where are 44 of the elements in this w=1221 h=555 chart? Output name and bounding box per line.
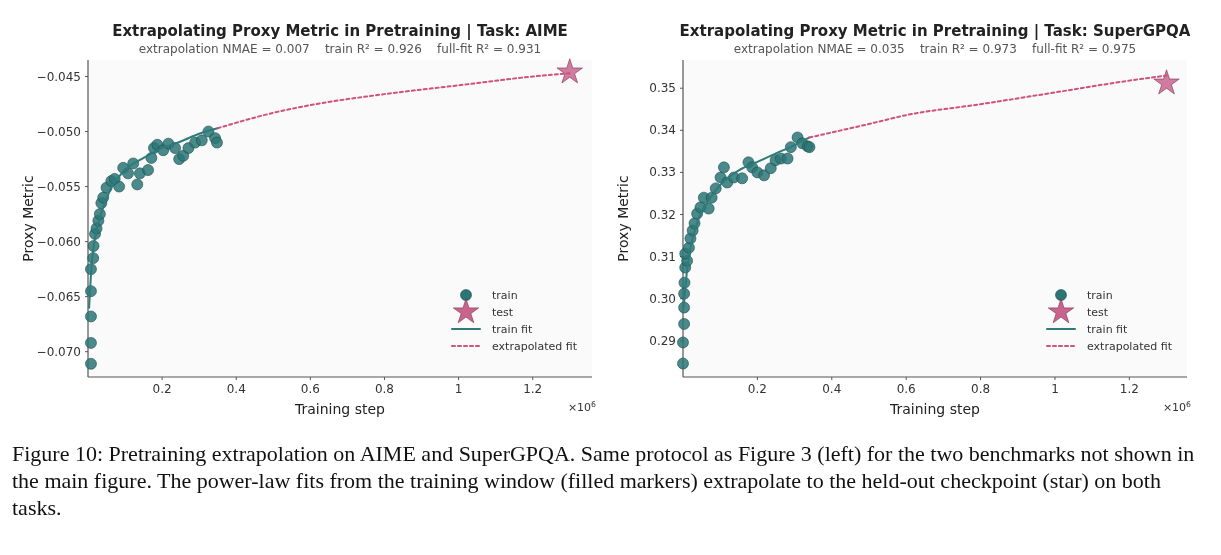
- y-axis-title: Proxy Metric: [615, 175, 631, 262]
- x-tick-label: 0.8: [971, 382, 991, 396]
- y-tick-label: 0.30: [649, 291, 676, 306]
- x-tick-label: 0.4: [226, 382, 246, 396]
- x-tick-label: 1: [1051, 382, 1059, 396]
- y-tick-label: −0.070: [36, 344, 81, 359]
- text: ×10$^{6}$: [1162, 399, 1192, 414]
- y-tick-label: 0.35: [649, 81, 676, 96]
- x-axis-title: Training step: [889, 401, 981, 417]
- legend-label: test: [492, 306, 514, 319]
- x-tick-label: 1: [454, 382, 463, 396]
- x-axis-title: Training step: [294, 401, 386, 417]
- legend-label: train fit: [492, 323, 534, 336]
- y-tick-label: 0.34: [649, 123, 676, 138]
- chart-subtitle: extrapolation NMAE = 0.007 train R² = 0.926 full-fit R² = 0.931: [138, 42, 542, 56]
- legend-label: test: [1087, 306, 1109, 319]
- x-tick-label: 0.6: [300, 382, 320, 396]
- y-tick-label: −0.060: [36, 234, 81, 249]
- y-tick-label: 0.31: [649, 249, 676, 264]
- text: ×10$^{6}$: [567, 399, 597, 414]
- y-tick-label: −0.050: [36, 124, 81, 139]
- x-tick-label: 1.2: [523, 382, 543, 396]
- y-tick-label: −0.045: [36, 69, 81, 84]
- x-tick-label: 1.2: [1119, 382, 1139, 396]
- legend-label: train fit: [1087, 323, 1129, 336]
- y-tick-label: 0.33: [649, 165, 676, 180]
- chart-title: Extrapolating Proxy Metric in Pretraining | Task: AIME: [112, 22, 568, 41]
- y-tick-label: 0.32: [649, 207, 676, 222]
- caption: Figure 10: Pretraining extrapolation on AIME and SuperGPQA. Same protocol as Figure 3 (left) for the two benchmarks not shown in the main figure. The power-law fits from the training window (filled markers) extrapolate to the held-out checkpoint (star) on both tasks.: [11, 440, 1196, 521]
- legend-label: extrapolated fit: [1087, 340, 1173, 353]
- x-tick-label: 0.2: [152, 382, 172, 396]
- x-tick-label: 0.4: [822, 382, 842, 396]
- y-tick-label: −0.065: [36, 289, 81, 304]
- legend-label: extrapolated fit: [492, 340, 578, 353]
- legend-label: train: [492, 289, 518, 302]
- y-tick-label: −0.055: [36, 179, 81, 194]
- x-tick-label: 0.8: [374, 382, 395, 396]
- chart-title: Extrapolating Proxy Metric in Pretraining | Task: SuperGPQA: [679, 22, 1191, 41]
- legend-label: train: [1087, 289, 1113, 302]
- y-axis-title: Proxy Metric: [20, 175, 36, 262]
- x-tick-label: 0.2: [747, 382, 767, 396]
- x-tick-label: 0.6: [896, 382, 916, 396]
- chart-subtitle: extrapolation NMAE = 0.035 train R² = 0.973 full-fit R² = 0.975: [733, 42, 1137, 56]
- y-tick-label: 0.29: [649, 333, 676, 348]
